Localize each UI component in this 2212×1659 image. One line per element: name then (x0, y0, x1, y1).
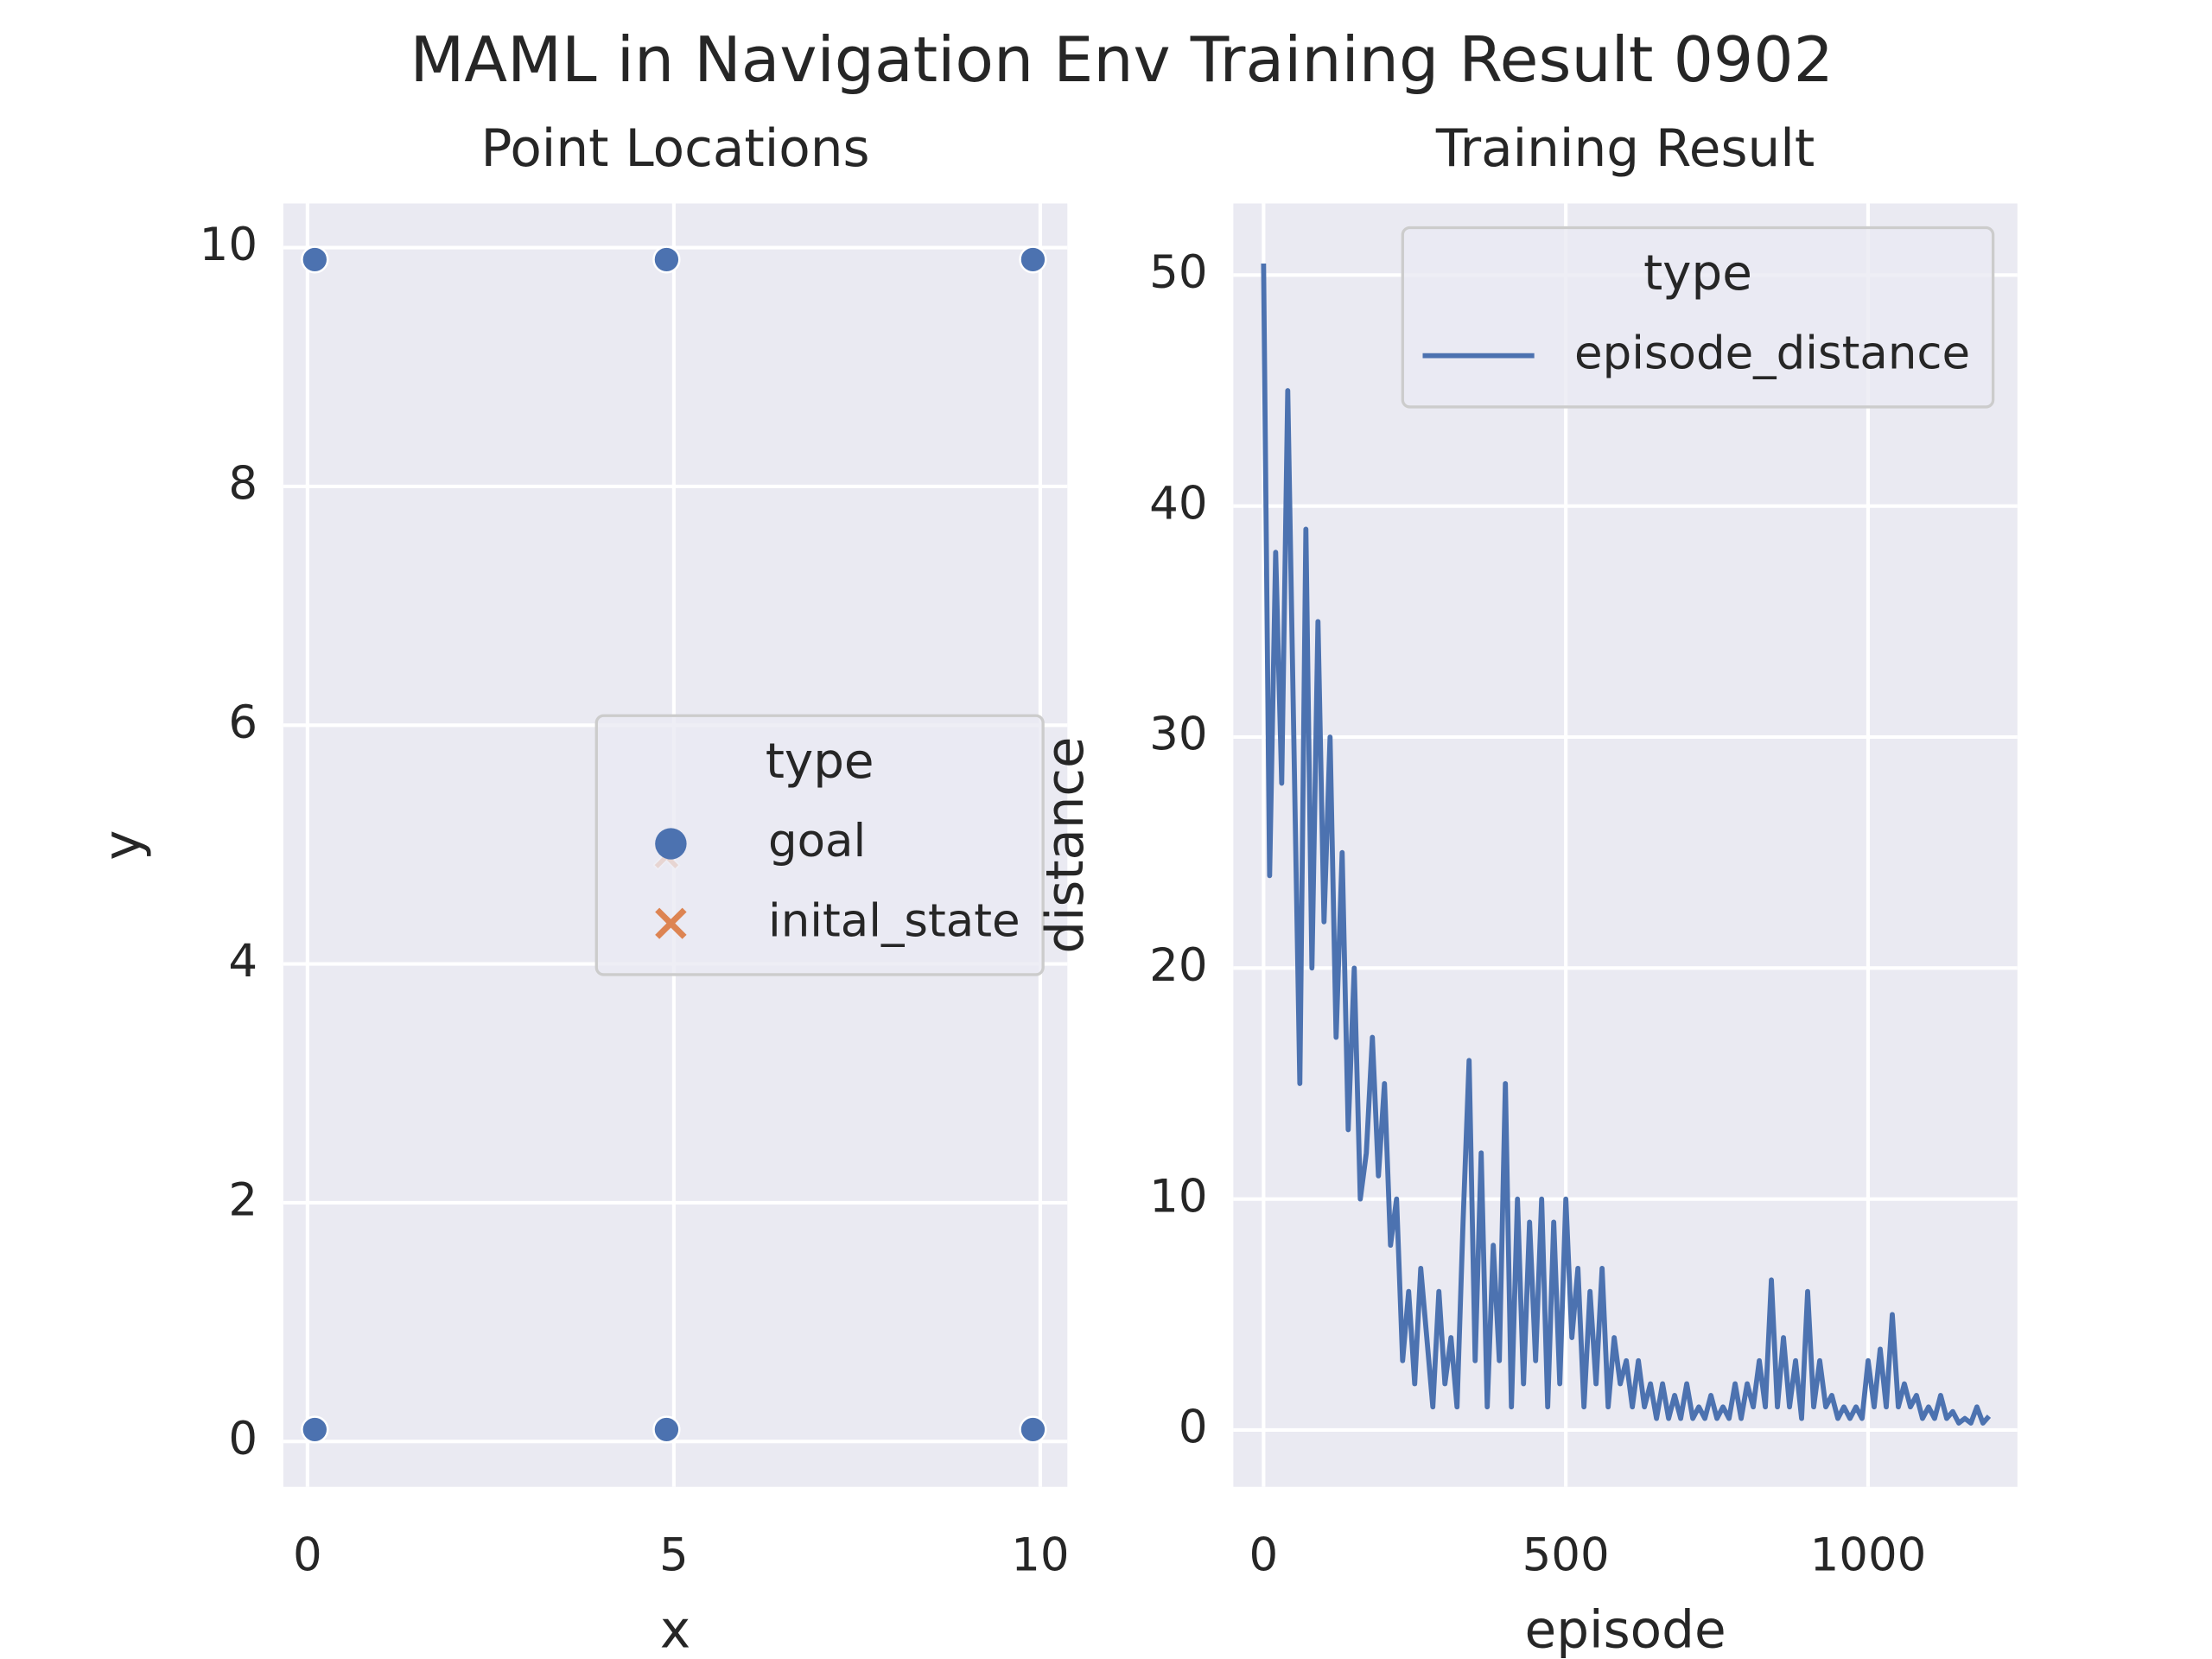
y-axis-label: y (93, 830, 153, 861)
legend: type goal inital_state (594, 714, 1045, 976)
y-tick-label: 4 (228, 935, 257, 988)
legend-marker (655, 828, 687, 860)
x-tick-label: 0 (1249, 1529, 1278, 1582)
plot-area (1233, 203, 2018, 1487)
legend-label: inital_state (768, 894, 1020, 947)
legend-label: episode_distance (1574, 327, 1970, 379)
y-tick-label: 20 (1149, 939, 1207, 992)
point (652, 1415, 681, 1444)
x-tick-label: 5 (659, 1529, 689, 1582)
subplot-title: Point Locations (481, 119, 870, 179)
legend-title: type (1643, 245, 1752, 302)
point (1019, 245, 1047, 274)
x-tick-label: 10 (1011, 1529, 1069, 1582)
y-tick-label: 40 (1149, 477, 1207, 530)
subplot: Point Locations x y 0 5 10 0 2 4 6 8 10 type goal init… (93, 119, 1070, 1659)
subplot: Training Result episode distance 0 500 1000 0 1… (1036, 119, 2018, 1659)
y-tick-label: 8 (228, 458, 257, 511)
point (1019, 1415, 1047, 1444)
legend-box (594, 714, 1045, 976)
x-axis-label: x (660, 1601, 690, 1659)
y-tick-label: 0 (228, 1413, 257, 1465)
y-axis-label: distance (1036, 737, 1096, 954)
x-tick-label: 1000 (1810, 1529, 1927, 1582)
point (301, 245, 329, 274)
y-tick-label: 0 (1179, 1402, 1208, 1454)
subplot-title: Training Result (1435, 119, 1815, 179)
legend-title: type (766, 734, 874, 790)
y-tick-label: 30 (1149, 709, 1207, 761)
point (652, 245, 681, 274)
y-tick-label: 2 (228, 1174, 257, 1227)
point (301, 1415, 329, 1444)
y-tick-label: 6 (228, 696, 257, 749)
y-tick-label: 10 (1149, 1170, 1207, 1223)
y-tick-label: 50 (1149, 246, 1207, 299)
y-tick-label: 10 (200, 219, 257, 271)
legend-marker (655, 907, 687, 939)
figure-title: MAML in Navigation Env Training Result 0… (410, 24, 1834, 97)
legend-label: goal (768, 815, 866, 868)
legend-box (1401, 226, 1995, 409)
x-axis-label: episode (1525, 1601, 1726, 1659)
x-tick-label: 500 (1522, 1529, 1610, 1582)
legend: type episode_distance (1401, 226, 1995, 409)
line (1261, 263, 1992, 1426)
x-tick-label: 0 (293, 1529, 322, 1582)
